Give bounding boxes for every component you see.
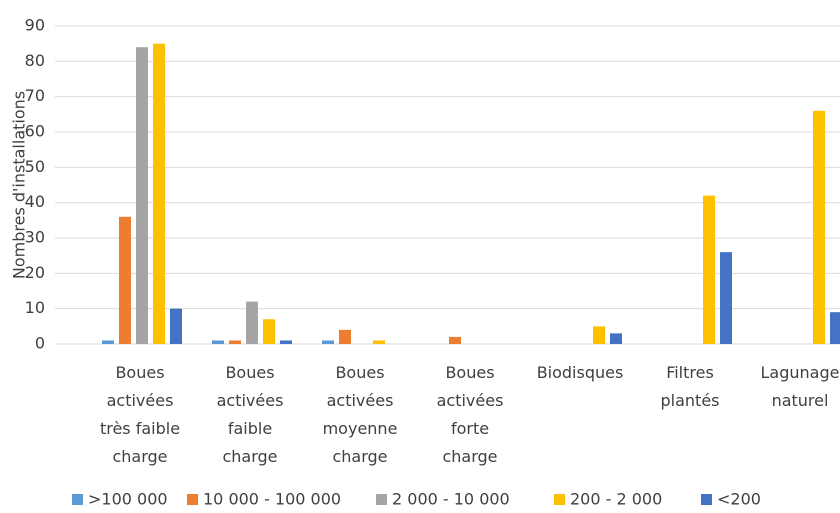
x-tick-label: Boues activées très faible charge <box>100 363 180 466</box>
bar <box>280 340 292 344</box>
bar <box>813 110 825 344</box>
bar <box>373 340 385 344</box>
bar <box>449 336 461 344</box>
y-tick-label: 80 <box>25 51 45 70</box>
legend-swatch <box>187 494 198 505</box>
y-tick-label: 20 <box>25 263 45 282</box>
bar <box>119 216 131 344</box>
y-tick-label: 30 <box>25 228 45 247</box>
legend-label: 10 000 - 100 000 <box>203 490 341 509</box>
x-tick-label: Boues activées faible charge <box>217 363 284 466</box>
bar <box>263 319 275 344</box>
legend-label: 2 000 - 10 000 <box>392 490 510 509</box>
bar <box>229 340 241 344</box>
x-tick-label: Lagunage naturel <box>761 363 840 410</box>
x-tick-label: Boues activées forte charge <box>437 363 504 466</box>
y-tick-label: 10 <box>25 298 45 317</box>
x-tick-label: Biodisques <box>537 363 624 382</box>
bar <box>703 195 715 344</box>
y-tick-label: 0 <box>35 334 45 353</box>
y-axis-title: Nombres d'installations <box>10 91 29 279</box>
y-tick-label: 70 <box>25 86 45 105</box>
legend-label: 200 - 2 000 <box>570 490 662 509</box>
legend-swatch <box>72 494 83 505</box>
legend-swatch <box>554 494 565 505</box>
y-tick-label: 40 <box>25 192 45 211</box>
bar <box>246 301 258 344</box>
bar <box>212 340 224 344</box>
bar <box>593 326 605 344</box>
legend-label: >100 000 <box>88 490 168 509</box>
y-tick-label: 90 <box>25 16 45 35</box>
bar <box>610 333 622 344</box>
y-tick-label: 50 <box>25 157 45 176</box>
bar <box>153 43 165 345</box>
bar <box>720 252 732 344</box>
legend-swatch <box>376 494 387 505</box>
bar <box>170 308 182 344</box>
x-tick-label: Boues activées moyenne charge <box>323 363 398 466</box>
legend-label: <200 <box>717 490 761 509</box>
y-tick-label: 60 <box>25 122 45 141</box>
x-tick-label: Filtres plantés <box>661 363 720 410</box>
bar <box>102 340 114 344</box>
bar <box>322 340 334 344</box>
bar <box>830 312 840 344</box>
bar <box>136 47 148 344</box>
bar <box>339 329 351 344</box>
legend-swatch <box>701 494 712 505</box>
